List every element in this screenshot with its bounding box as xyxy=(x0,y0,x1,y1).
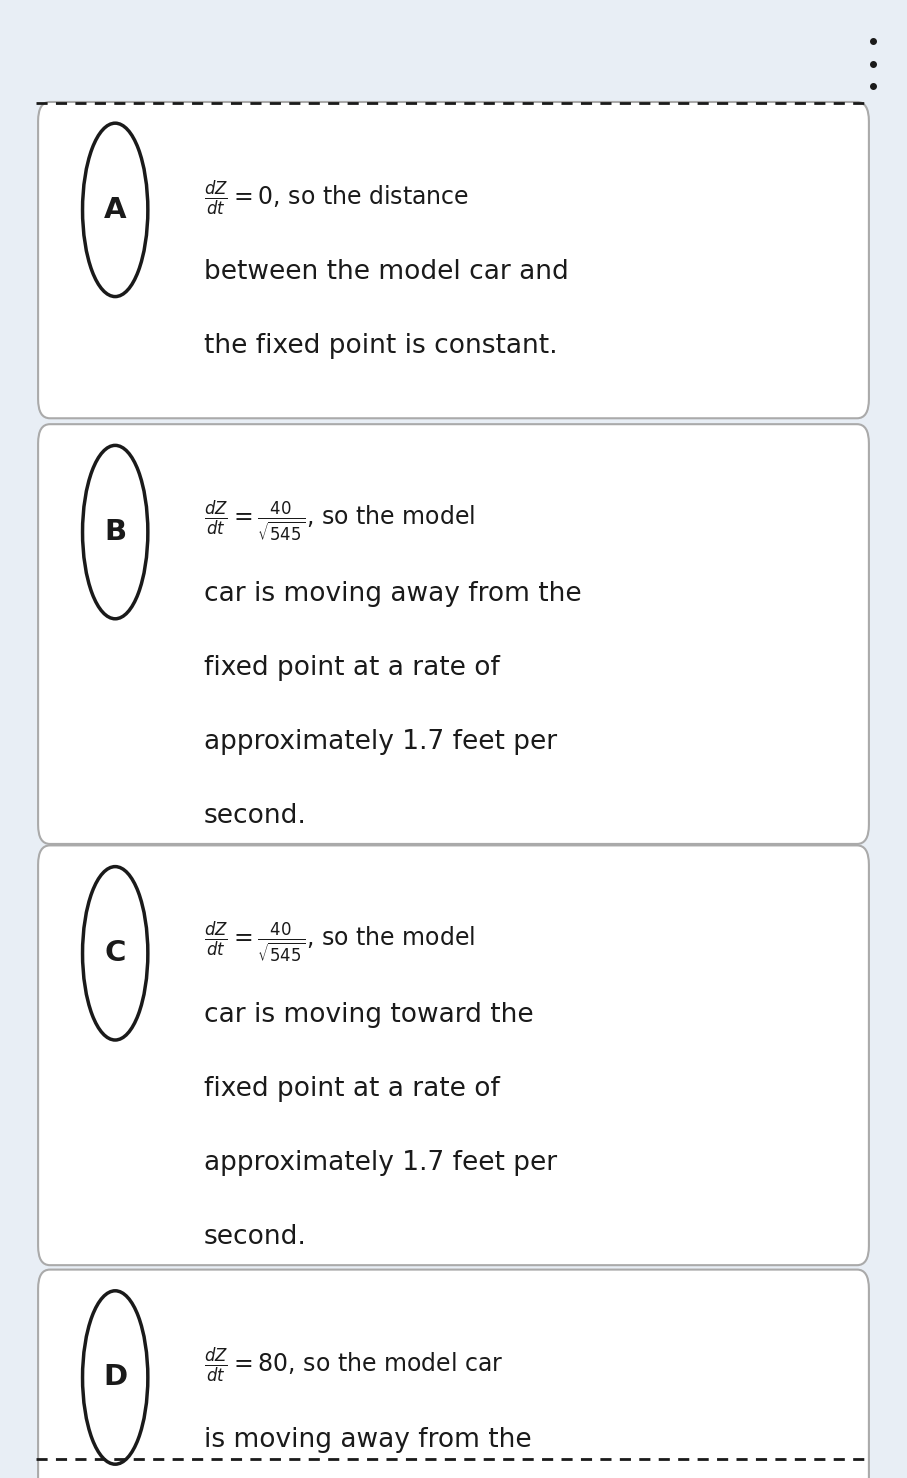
Text: is moving away from the: is moving away from the xyxy=(204,1426,532,1453)
FancyBboxPatch shape xyxy=(38,102,869,418)
Text: between the model car and: between the model car and xyxy=(204,259,569,285)
FancyBboxPatch shape xyxy=(38,845,869,1265)
Text: A: A xyxy=(104,197,126,223)
Text: car is moving toward the: car is moving toward the xyxy=(204,1002,533,1029)
Text: approximately 1.7 feet per: approximately 1.7 feet per xyxy=(204,729,557,755)
Text: $\frac{dZ}{dt} = 0$, so the distance: $\frac{dZ}{dt} = 0$, so the distance xyxy=(204,179,469,217)
Text: car is moving away from the: car is moving away from the xyxy=(204,581,581,607)
FancyBboxPatch shape xyxy=(38,424,869,844)
Text: second.: second. xyxy=(204,803,307,829)
Text: B: B xyxy=(104,519,126,545)
Ellipse shape xyxy=(83,866,148,1041)
Text: fixed point at a rate of: fixed point at a rate of xyxy=(204,1076,500,1103)
Text: approximately 1.7 feet per: approximately 1.7 feet per xyxy=(204,1150,557,1176)
Text: the fixed point is constant.: the fixed point is constant. xyxy=(204,333,558,359)
Text: $\frac{dZ}{dt} = \frac{40}{\sqrt{545}}$, so the model: $\frac{dZ}{dt} = \frac{40}{\sqrt{545}}$,… xyxy=(204,919,475,964)
Text: D: D xyxy=(103,1364,127,1391)
Text: fixed point at a rate of: fixed point at a rate of xyxy=(204,655,500,681)
Text: $\frac{dZ}{dt} = 80$, so the model car: $\frac{dZ}{dt} = 80$, so the model car xyxy=(204,1346,503,1385)
Text: second.: second. xyxy=(204,1224,307,1250)
FancyBboxPatch shape xyxy=(38,1270,869,1478)
Text: C: C xyxy=(104,940,126,967)
Text: $\frac{dZ}{dt} = \frac{40}{\sqrt{545}}$, so the model: $\frac{dZ}{dt} = \frac{40}{\sqrt{545}}$,… xyxy=(204,498,475,542)
Ellipse shape xyxy=(83,123,148,297)
Ellipse shape xyxy=(83,445,148,619)
Ellipse shape xyxy=(83,1290,148,1465)
